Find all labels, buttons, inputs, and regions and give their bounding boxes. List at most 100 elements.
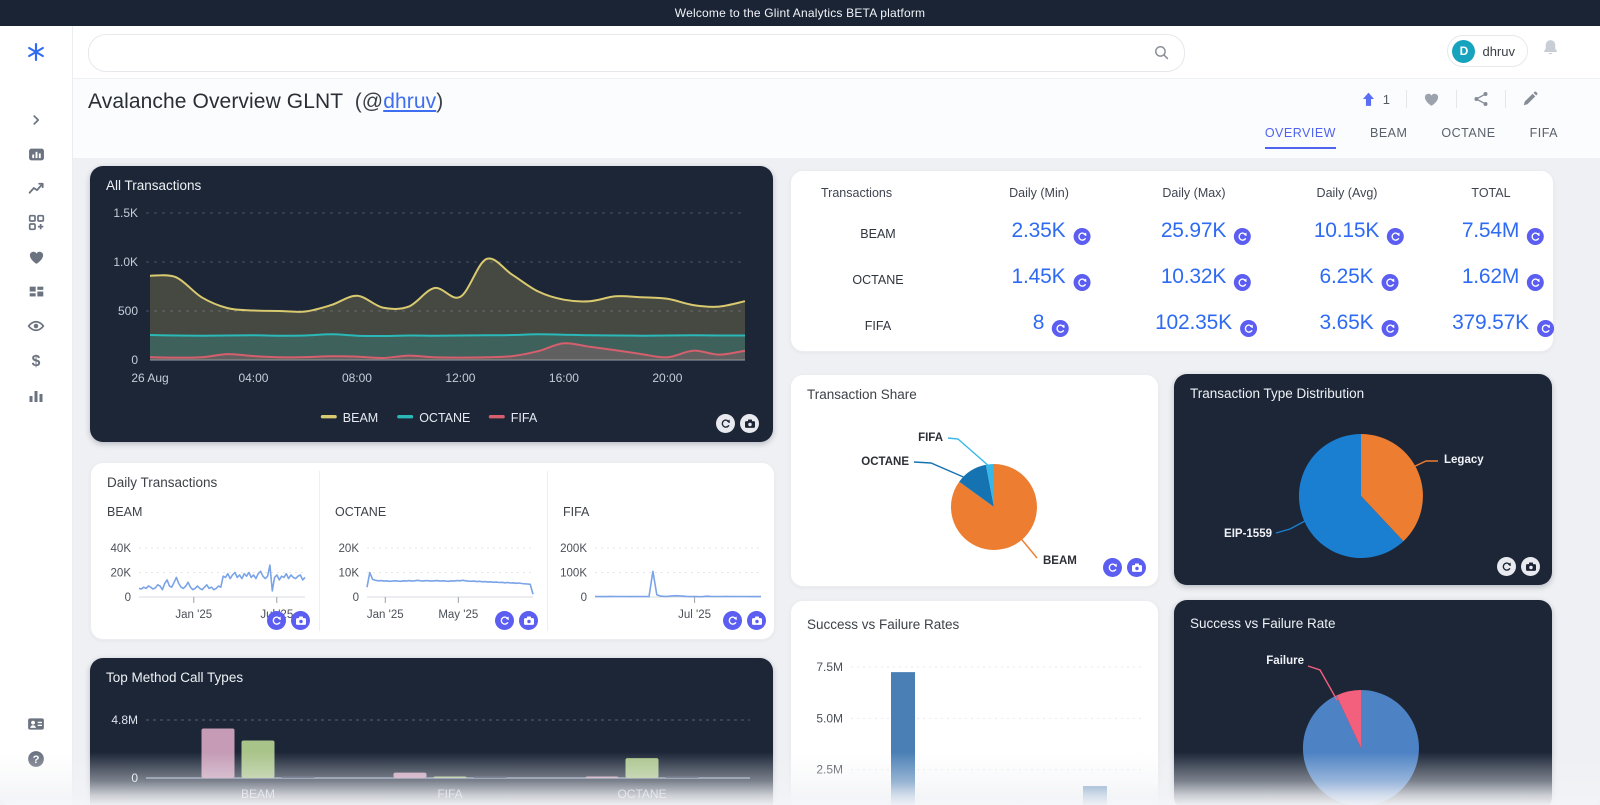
- sidebar-item-trending[interactable]: [26, 178, 46, 198]
- edit-button[interactable]: [1506, 91, 1554, 107]
- svg-text:5.0M: 5.0M: [816, 711, 843, 725]
- share-icon: [1474, 92, 1488, 106]
- tab-fifa[interactable]: FIFA: [1529, 126, 1558, 140]
- table-cell: 8: [1032, 311, 1070, 337]
- refresh-button[interactable]: [1103, 558, 1122, 577]
- share-button[interactable]: [1457, 91, 1505, 107]
- user-name: dhruv: [1482, 43, 1515, 59]
- table-cell: 1.45K: [1012, 265, 1091, 291]
- sidebar-item-analytics[interactable]: [26, 386, 46, 406]
- refresh-button[interactable]: [1239, 320, 1257, 337]
- refresh-button[interactable]: [1381, 274, 1399, 291]
- svg-text:7.5M: 7.5M: [816, 660, 843, 674]
- refresh-button[interactable]: [1234, 274, 1252, 291]
- screenshot-button[interactable]: [1127, 558, 1146, 577]
- refresh-button[interactable]: [1497, 557, 1516, 576]
- screenshot-button[interactable]: [291, 611, 310, 630]
- table-cell: 10.32K: [1161, 265, 1252, 291]
- chart-toolbar: [267, 611, 310, 630]
- svg-text:40K: 40K: [111, 543, 132, 555]
- chart-toolbar: [723, 611, 766, 630]
- refresh-button[interactable]: [1073, 228, 1091, 245]
- success-pie-chart: Failure: [1174, 600, 1552, 805]
- user-card-icon: [28, 718, 44, 730]
- refresh-button[interactable]: [1527, 274, 1545, 291]
- refresh-button[interactable]: [1536, 320, 1554, 337]
- refresh-button[interactable]: [1387, 228, 1405, 245]
- refresh-button[interactable]: [1381, 320, 1399, 337]
- sidebar-item-watchlist[interactable]: [26, 316, 46, 336]
- pencil-icon: [1523, 91, 1538, 106]
- favorite-button[interactable]: [1407, 91, 1456, 108]
- add-widget-icon: [28, 214, 44, 230]
- sidebar-item-dashboards[interactable]: [26, 144, 46, 164]
- upvote-button[interactable]: 1: [1344, 91, 1406, 108]
- refresh-button[interactable]: [1234, 228, 1252, 245]
- svg-text:1.5K: 1.5K: [113, 206, 138, 220]
- refresh-button[interactable]: [495, 611, 514, 630]
- svg-text:OCTANE: OCTANE: [617, 787, 666, 801]
- pie-canvas: Legacy EIP-1559: [1224, 434, 1484, 558]
- refresh-button[interactable]: [1073, 274, 1091, 291]
- metric-value: 6.25K: [1319, 265, 1374, 288]
- glint-logo[interactable]: [26, 42, 46, 62]
- search-icon[interactable]: [1153, 44, 1170, 61]
- svg-text:0: 0: [131, 353, 138, 367]
- screenshot-button[interactable]: [740, 414, 759, 433]
- bar-chart-icon: [29, 391, 43, 402]
- notifications-button[interactable]: [1541, 38, 1560, 57]
- pie-canvas: BEAM OCTANE FIFA: [861, 432, 1077, 567]
- search-input[interactable]: [107, 35, 1141, 71]
- upvote-arrow-icon: [1362, 92, 1374, 106]
- search-bar: [88, 34, 1185, 72]
- sidebar-item-favorites[interactable]: [26, 247, 46, 267]
- screenshot-button[interactable]: [519, 611, 538, 630]
- card-top-methods: Top Method Call Types 0 4.8M BEAM FIFA OCTAN…: [90, 658, 773, 805]
- refresh-button[interactable]: [716, 414, 735, 433]
- table-cell: 1.62M: [1462, 265, 1545, 291]
- sidebar-item-projects[interactable]: [26, 282, 46, 302]
- metric-value: 2.35K: [1011, 219, 1066, 242]
- svg-text:04:00: 04:00: [238, 371, 268, 385]
- svg-text:BEAM: BEAM: [1043, 555, 1077, 567]
- card-success-pie: Success vs Failure Rate Failure: [1174, 600, 1552, 805]
- refresh-button[interactable]: [1527, 228, 1545, 245]
- table-header: Transactions: [821, 186, 893, 200]
- user-menu[interactable]: D dhruv: [1447, 35, 1528, 67]
- sidebar-item-account[interactable]: [26, 714, 46, 734]
- metric-value: 1.45K: [1011, 265, 1066, 288]
- chart-toolbar: [1497, 557, 1540, 576]
- table-cell: 25.97K: [1161, 219, 1252, 245]
- refresh-button[interactable]: [267, 611, 286, 630]
- metric-value: 8: [1032, 311, 1045, 334]
- sidebar-item-pricing[interactable]: $: [26, 351, 46, 371]
- tab-overview[interactable]: OVERVIEW: [1264, 126, 1336, 149]
- pie-canvas: Failure: [1266, 655, 1419, 805]
- tab-beam[interactable]: BEAM: [1369, 126, 1408, 140]
- screenshot-button[interactable]: [1521, 557, 1540, 576]
- sidebar-item-create-widget[interactable]: [26, 212, 46, 232]
- refresh-button[interactable]: [723, 611, 742, 630]
- svg-text:Failure: Failure: [1266, 655, 1304, 667]
- trending-up-icon: [28, 182, 44, 194]
- panel-label-fifa: FIFA: [563, 505, 590, 519]
- svg-text:BEAM: BEAM: [241, 787, 275, 801]
- transaction-share-pie: BEAM OCTANE FIFA: [791, 375, 1158, 586]
- table-header: Daily (Max): [1162, 186, 1226, 200]
- refresh-button[interactable]: [1052, 320, 1070, 337]
- metric-value: 3.65K: [1319, 311, 1374, 334]
- svg-text:OCTANE: OCTANE: [861, 456, 909, 468]
- author-link[interactable]: dhruv: [383, 90, 437, 113]
- daily-octane-chart: 0 10K 20K Jan '25 May '25: [319, 525, 547, 629]
- sidebar-item-help[interactable]: ?: [26, 749, 46, 769]
- success-rates-chart: 2.5M 5.0M 7.5M: [791, 601, 1158, 805]
- screenshot-button[interactable]: [747, 611, 766, 630]
- chart-title: Transaction Share: [807, 387, 917, 402]
- svg-text:0: 0: [353, 592, 359, 604]
- svg-text:Jan '25: Jan '25: [367, 609, 404, 621]
- sidebar-expand-button[interactable]: [26, 110, 46, 130]
- svg-text:4.8M: 4.8M: [111, 713, 138, 727]
- tab-octane[interactable]: OCTANE: [1441, 126, 1496, 140]
- svg-text:500: 500: [118, 304, 138, 318]
